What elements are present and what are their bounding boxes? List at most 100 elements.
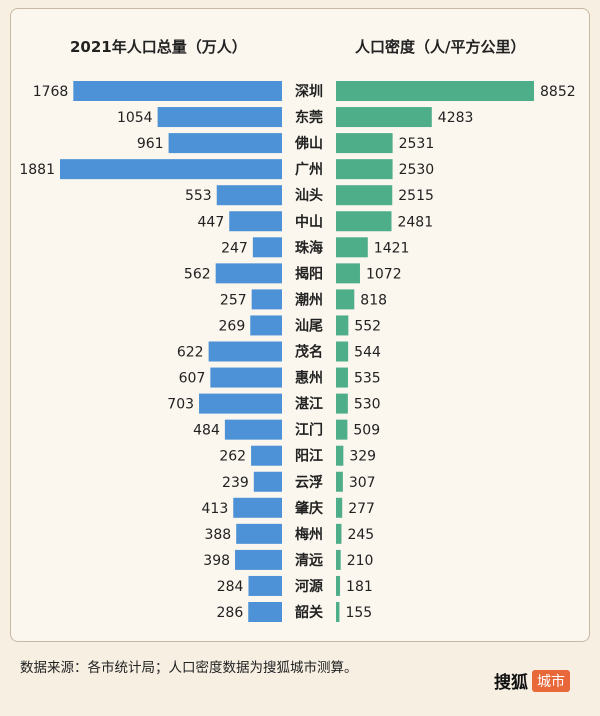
density-value-label: 307	[349, 475, 376, 491]
density-value-label: 181	[346, 579, 373, 595]
population-value-label: 388	[204, 527, 231, 543]
population-bar	[252, 237, 282, 258]
density-value-label: 1072	[366, 266, 402, 282]
logo-badge: 城市	[532, 669, 570, 692]
density-value-label: 818	[360, 292, 387, 308]
density-bar	[336, 602, 340, 622]
city-label: 东莞	[295, 109, 323, 126]
population-bar	[199, 393, 282, 414]
population-bar	[236, 523, 282, 544]
density-bar	[336, 185, 393, 206]
density-value-label: 155	[345, 605, 372, 621]
butterfly-bar-chart: 1768 深圳 8852 1054 东莞 4283 961 佛山 2531 1881 广州 2530 5…	[19, 81, 576, 622]
density-bar	[336, 445, 344, 466]
left-chart-title: 2021年人口总量（万人）	[70, 38, 247, 56]
density-value-label: 2481	[397, 214, 433, 230]
population-value-label: 484	[193, 423, 220, 439]
city-label: 汕头	[295, 187, 323, 204]
population-value-label: 1054	[117, 110, 153, 126]
city-label: 韶关	[295, 604, 323, 621]
city-label: 江门	[295, 422, 323, 439]
city-label: 肇庆	[295, 500, 323, 517]
density-bar	[336, 159, 393, 180]
population-value-label: 607	[179, 371, 206, 387]
population-bar	[229, 211, 282, 232]
population-bar	[73, 81, 283, 101]
density-value-label: 544	[354, 345, 381, 361]
city-label: 河源	[295, 578, 323, 595]
density-bar	[336, 289, 355, 310]
density-value-label: 329	[349, 449, 376, 465]
city-label: 珠海	[295, 239, 323, 256]
population-value-label: 703	[167, 397, 194, 413]
logo-main-text: 搜狐	[494, 673, 528, 693]
density-value-label: 2530	[399, 162, 435, 178]
density-value-label: 8852	[540, 84, 576, 100]
population-bar	[157, 107, 282, 128]
population-bar	[233, 497, 282, 518]
population-value-label: 257	[220, 292, 247, 308]
population-bar	[253, 471, 282, 492]
population-bar	[250, 315, 282, 336]
density-value-label: 4283	[438, 110, 474, 126]
density-bar	[336, 81, 534, 101]
population-value-label: 262	[219, 449, 246, 465]
city-label: 阳江	[295, 448, 323, 465]
population-bar	[215, 263, 282, 284]
density-bar	[336, 341, 349, 362]
population-bar	[224, 419, 282, 440]
population-value-label: 961	[137, 136, 164, 152]
city-label: 广州	[295, 161, 323, 178]
population-value-label: 1768	[33, 84, 69, 100]
data-source-note: 数据来源：各市统计局；人口密度数据为搜狐城市测算。	[20, 660, 358, 676]
population-value-label: 398	[203, 553, 230, 569]
density-value-label: 509	[353, 423, 380, 439]
density-bar	[336, 471, 343, 492]
density-bar	[336, 393, 348, 414]
population-bar	[251, 445, 282, 466]
density-value-label: 1421	[374, 240, 410, 256]
city-label: 梅州	[295, 526, 323, 543]
city-label: 惠州	[295, 370, 323, 387]
population-bar	[248, 602, 282, 622]
density-bar	[336, 575, 341, 596]
density-bar	[336, 107, 432, 128]
density-bar	[336, 419, 348, 440]
population-value-label: 239	[222, 475, 249, 491]
density-bar	[336, 315, 349, 336]
density-value-label: 530	[354, 397, 381, 413]
density-bar	[336, 367, 348, 388]
density-bar	[336, 263, 360, 284]
density-bar	[336, 523, 342, 544]
population-bar	[248, 575, 282, 596]
population-bar	[168, 133, 282, 154]
density-value-label: 277	[348, 501, 375, 517]
population-bar	[235, 549, 282, 570]
sohu-city-logo: 搜狐 城市	[494, 668, 570, 693]
density-bar	[336, 549, 341, 570]
chart-card	[10, 8, 590, 642]
density-value-label: 2515	[398, 188, 434, 204]
population-value-label: 413	[202, 501, 229, 517]
population-value-label: 284	[217, 579, 244, 595]
city-label: 揭阳	[295, 265, 323, 282]
city-label: 湛江	[295, 396, 323, 413]
population-value-label: 286	[217, 605, 244, 621]
population-bar	[210, 367, 282, 388]
city-label: 中山	[295, 213, 323, 230]
city-label: 佛山	[294, 135, 323, 152]
city-label: 云浮	[295, 474, 323, 491]
population-value-label: 562	[184, 266, 211, 282]
density-bar	[336, 211, 392, 232]
density-value-label: 210	[347, 553, 374, 569]
population-value-label: 1881	[19, 162, 55, 178]
right-chart-title: 人口密度（人/平方公里）	[355, 38, 526, 56]
city-label: 清远	[295, 552, 323, 569]
population-bar	[216, 185, 282, 206]
population-value-label: 247	[221, 240, 248, 256]
population-bar	[208, 341, 282, 362]
population-value-label: 447	[198, 214, 225, 230]
density-value-label: 2531	[399, 136, 435, 152]
density-value-label: 552	[354, 318, 381, 334]
population-value-label: 553	[185, 188, 212, 204]
